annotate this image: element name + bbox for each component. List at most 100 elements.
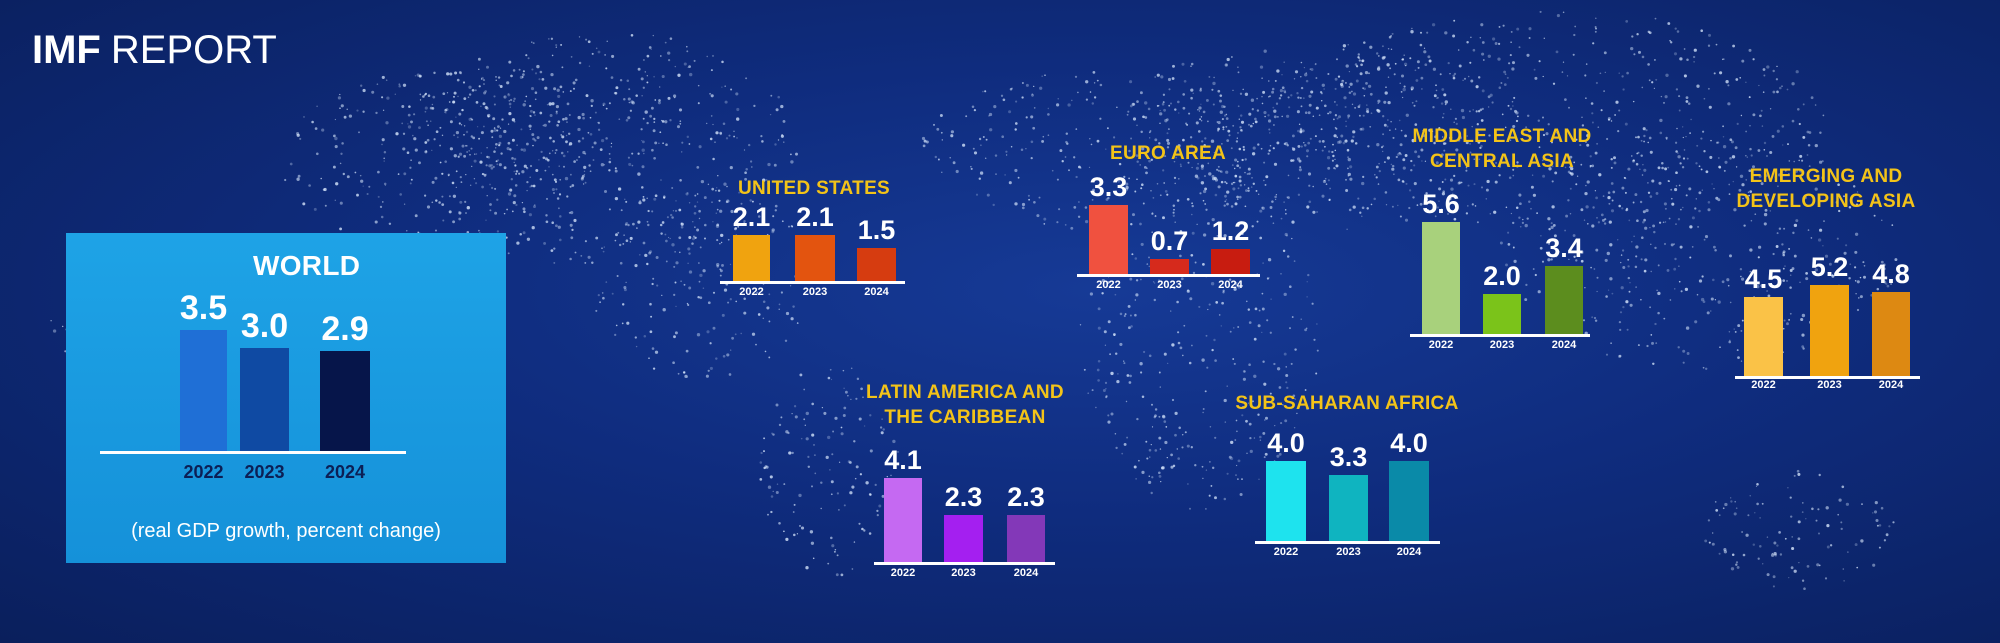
map-dot xyxy=(1749,248,1753,252)
map-dot xyxy=(1140,242,1144,246)
map-dot xyxy=(1285,381,1288,384)
map-dot xyxy=(1647,63,1650,66)
map-dot xyxy=(659,55,662,57)
map-dot xyxy=(506,81,510,85)
map-dot xyxy=(784,339,788,343)
map-dot xyxy=(1021,202,1026,207)
map-dot xyxy=(1162,216,1165,220)
map-dot xyxy=(342,172,345,176)
map-dot xyxy=(1553,253,1556,256)
chart-baseline xyxy=(1255,541,1440,544)
map-dot xyxy=(1217,169,1220,172)
map-dot xyxy=(1665,136,1668,140)
map-dot xyxy=(1172,214,1175,217)
map-dot xyxy=(1728,183,1731,186)
map-dot xyxy=(1151,403,1153,406)
map-dot xyxy=(804,424,806,426)
map-dot xyxy=(740,202,743,205)
map-dot xyxy=(641,186,644,189)
map-dot xyxy=(1276,141,1280,145)
map-dot xyxy=(1174,221,1176,223)
map-dot xyxy=(1270,215,1273,218)
map-dot xyxy=(933,123,935,126)
map-dot xyxy=(561,135,565,139)
map-dot xyxy=(591,261,594,264)
map-dot xyxy=(1726,278,1730,282)
map-dot xyxy=(1355,65,1359,68)
map-dot xyxy=(1479,37,1482,39)
map-dot xyxy=(1349,177,1353,181)
map-dot xyxy=(1247,167,1251,171)
map-dot xyxy=(1340,134,1344,138)
map-dot xyxy=(853,541,856,543)
map-dot xyxy=(1828,262,1832,266)
map-dot xyxy=(1677,346,1680,349)
map-dot xyxy=(1403,54,1405,56)
map-dot xyxy=(1497,57,1501,61)
map-dot xyxy=(530,87,535,91)
map-dot xyxy=(584,181,587,184)
map-dot xyxy=(1469,151,1472,154)
map-dot xyxy=(1211,217,1215,222)
map-dot xyxy=(1261,206,1264,209)
map-dot xyxy=(1125,185,1129,190)
map-dot xyxy=(1254,307,1258,311)
map-dot xyxy=(1477,141,1481,144)
map-dot xyxy=(550,37,554,40)
map-dot xyxy=(747,191,750,194)
map-dot xyxy=(1452,76,1456,80)
map-dot xyxy=(1639,200,1643,204)
map-dot xyxy=(458,211,462,215)
map-dot xyxy=(644,71,646,73)
map-dot xyxy=(314,127,318,130)
map-dot xyxy=(679,179,682,182)
map-dot xyxy=(1423,50,1427,54)
map-dot xyxy=(1476,123,1479,126)
map-dot xyxy=(1642,220,1645,224)
map-dot xyxy=(1158,415,1161,418)
map-dot xyxy=(760,451,763,455)
map-dot xyxy=(1128,326,1131,330)
map-dot xyxy=(1786,322,1789,326)
map-dot xyxy=(1126,436,1129,439)
map-dot xyxy=(1663,317,1666,320)
map-dot xyxy=(1315,148,1317,151)
map-dot xyxy=(1501,113,1504,116)
map-dot xyxy=(590,99,594,103)
map-dot xyxy=(730,349,732,351)
map-dot xyxy=(529,115,532,118)
map-dot xyxy=(653,117,656,121)
map-dot xyxy=(1754,512,1756,514)
map-dot xyxy=(1139,222,1142,226)
map-dot xyxy=(1239,492,1243,497)
map-dot xyxy=(1684,287,1689,292)
map-dot xyxy=(1410,159,1413,163)
map-dot xyxy=(1757,256,1760,259)
map-dot xyxy=(1384,191,1388,194)
map-dot xyxy=(538,78,541,81)
map-dot xyxy=(763,437,766,440)
map-dot xyxy=(688,143,691,145)
map-dot xyxy=(1281,74,1283,76)
map-dot xyxy=(1580,250,1584,254)
map-dot xyxy=(640,77,644,81)
map-dot xyxy=(1766,573,1770,577)
map-dot xyxy=(1675,171,1678,175)
map-dot xyxy=(745,168,748,171)
map-dot xyxy=(439,126,442,129)
map-dot xyxy=(413,137,417,141)
map-dot xyxy=(1223,497,1227,501)
map-dot xyxy=(410,178,413,181)
map-dot xyxy=(1156,73,1160,77)
map-dot xyxy=(1272,106,1275,109)
map-dot xyxy=(1283,142,1286,146)
map-dot xyxy=(1255,189,1258,192)
chart-title: WORLD xyxy=(253,250,361,281)
map-dot xyxy=(1680,208,1682,211)
map-dot xyxy=(1703,150,1706,153)
map-dot xyxy=(1801,579,1805,582)
map-dot xyxy=(1410,30,1414,34)
map-dot xyxy=(1015,100,1018,103)
map-dot xyxy=(462,81,466,84)
map-dot xyxy=(1123,175,1126,179)
